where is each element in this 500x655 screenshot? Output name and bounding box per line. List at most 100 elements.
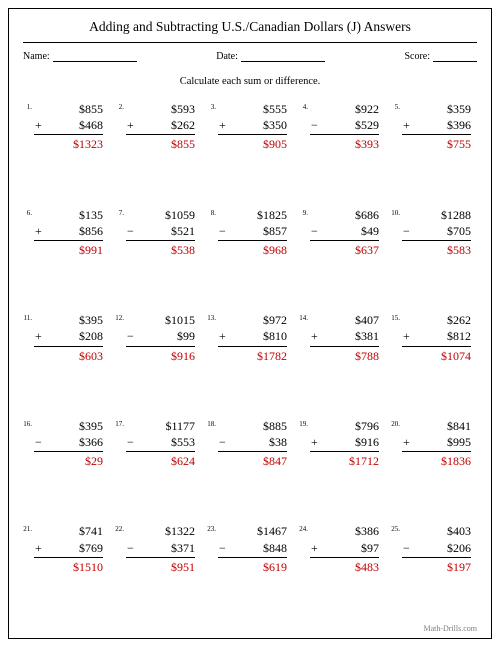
problem-number: 10. xyxy=(391,207,402,217)
date-blank[interactable] xyxy=(241,52,325,62)
operator-row: +$810 xyxy=(218,328,287,346)
operand-2: $97 xyxy=(361,540,379,556)
problem-number: 11. xyxy=(23,312,34,322)
operand-1: $1177 xyxy=(126,418,195,434)
problem-number: 7. xyxy=(115,207,126,217)
operator-row: −$848 xyxy=(218,540,287,558)
answer: $847 xyxy=(218,452,287,469)
problem-calc: $407+$381$788 xyxy=(310,312,385,364)
worksheet-page: Adding and Subtracting U.S./Canadian Dol… xyxy=(8,8,492,639)
score-field: Score: xyxy=(404,51,477,62)
operand-2: $350 xyxy=(263,117,287,133)
operator-sign: + xyxy=(34,328,42,344)
problem-number: 15. xyxy=(391,312,402,322)
problem-calc: $1825−$857$968 xyxy=(218,207,293,259)
operand-1: $359 xyxy=(402,101,471,117)
name-blank[interactable] xyxy=(53,52,137,62)
operand-1: $593 xyxy=(126,101,195,117)
problem-calc: $885−$38$847 xyxy=(218,418,293,470)
operand-1: $841 xyxy=(402,418,471,434)
operand-2: $366 xyxy=(79,434,103,450)
problem-number: 5. xyxy=(391,101,402,111)
operator-row: −$38 xyxy=(218,434,287,452)
operand-1: $1467 xyxy=(218,523,287,539)
score-blank[interactable] xyxy=(433,52,477,62)
operand-2: $521 xyxy=(171,223,195,239)
problem: 2.$593+$262$855 xyxy=(115,101,201,177)
operator-sign: + xyxy=(34,540,42,556)
answer: $951 xyxy=(126,558,195,575)
operator-sign: + xyxy=(402,117,410,133)
operand-1: $262 xyxy=(402,312,471,328)
problem: 25.$403−$206$197 xyxy=(391,523,477,599)
problem-calc: $1467−$848$619 xyxy=(218,523,293,575)
answer: $991 xyxy=(34,241,103,258)
problem-number: 23. xyxy=(207,523,218,533)
operator-row: −$521 xyxy=(126,223,195,241)
operator-row: +$350 xyxy=(218,117,287,135)
answer: $788 xyxy=(310,347,379,364)
operand-1: $555 xyxy=(218,101,287,117)
problem-calc: $395−$366$29 xyxy=(34,418,109,470)
operator-row: +$769 xyxy=(34,540,103,558)
operand-1: $1059 xyxy=(126,207,195,223)
operand-1: $855 xyxy=(34,101,103,117)
operand-2: $371 xyxy=(171,540,195,556)
operator-sign: − xyxy=(34,434,42,450)
problem: 24.$386+$97$483 xyxy=(299,523,385,599)
operator-row: −$529 xyxy=(310,117,379,135)
operand-2: $468 xyxy=(79,117,103,133)
operator-row: +$396 xyxy=(402,117,471,135)
operand-1: $972 xyxy=(218,312,287,328)
problem: 1.$855+$468$1323 xyxy=(23,101,109,177)
problem: 20.$841+$995$1836 xyxy=(391,418,477,494)
answer: $916 xyxy=(126,347,195,364)
operator-sign: + xyxy=(402,328,410,344)
operand-1: $1015 xyxy=(126,312,195,328)
problem-number: 8. xyxy=(207,207,218,217)
score-label: Score: xyxy=(404,51,430,62)
answer: $1323 xyxy=(34,135,103,152)
operand-1: $885 xyxy=(218,418,287,434)
problem: 6.$135+$856$991 xyxy=(23,207,109,283)
answer: $603 xyxy=(34,347,103,364)
problem-calc: $1059−$521$538 xyxy=(126,207,201,259)
operator-row: +$208 xyxy=(34,328,103,346)
problem-calc: $1015− $99 $916 xyxy=(126,312,201,364)
problem-calc: $796+$916$1712 xyxy=(310,418,385,470)
problem: 21.$741+$769$1510 xyxy=(23,523,109,599)
operand-2: $810 xyxy=(263,328,287,344)
operand-2: $99 xyxy=(177,328,195,344)
operand-2: $856 xyxy=(79,223,103,239)
problem-calc: $403−$206$197 xyxy=(402,523,477,575)
answer: $1782 xyxy=(218,347,287,364)
operator-sign: − xyxy=(126,540,134,556)
operand-1: $135 xyxy=(34,207,103,223)
operand-2: $995 xyxy=(447,434,471,450)
operand-2: $206 xyxy=(447,540,471,556)
problem: 15.$262+$812$1074 xyxy=(391,312,477,388)
answer: $1074 xyxy=(402,347,471,364)
operator-row: − $206 xyxy=(402,540,471,558)
operator-sign: + xyxy=(34,223,42,239)
operator-row: + $856 xyxy=(34,223,103,241)
operator-sign: − xyxy=(126,434,134,450)
operator-sign: − xyxy=(402,540,410,556)
operator-sign: − xyxy=(310,223,318,239)
operator-sign: − xyxy=(126,328,134,344)
problem: 14.$407+$381$788 xyxy=(299,312,385,388)
problem: 12.$1015−$99$916 xyxy=(115,312,201,388)
problem-number: 17. xyxy=(115,418,126,428)
operand-2: $529 xyxy=(355,117,379,133)
operand-1: $741 xyxy=(34,523,103,539)
operator-sign: − xyxy=(218,540,226,556)
operand-1: $386 xyxy=(310,523,379,539)
operator-row: − $99 xyxy=(126,328,195,346)
problem-calc: $972+$810$1782 xyxy=(218,312,293,364)
operator-row: +$995 xyxy=(402,434,471,452)
problem-number: 3. xyxy=(207,101,218,111)
operand-1: $407 xyxy=(310,312,379,328)
answer: $538 xyxy=(126,241,195,258)
answer: $624 xyxy=(126,452,195,469)
operand-1: $1288 xyxy=(402,207,471,223)
